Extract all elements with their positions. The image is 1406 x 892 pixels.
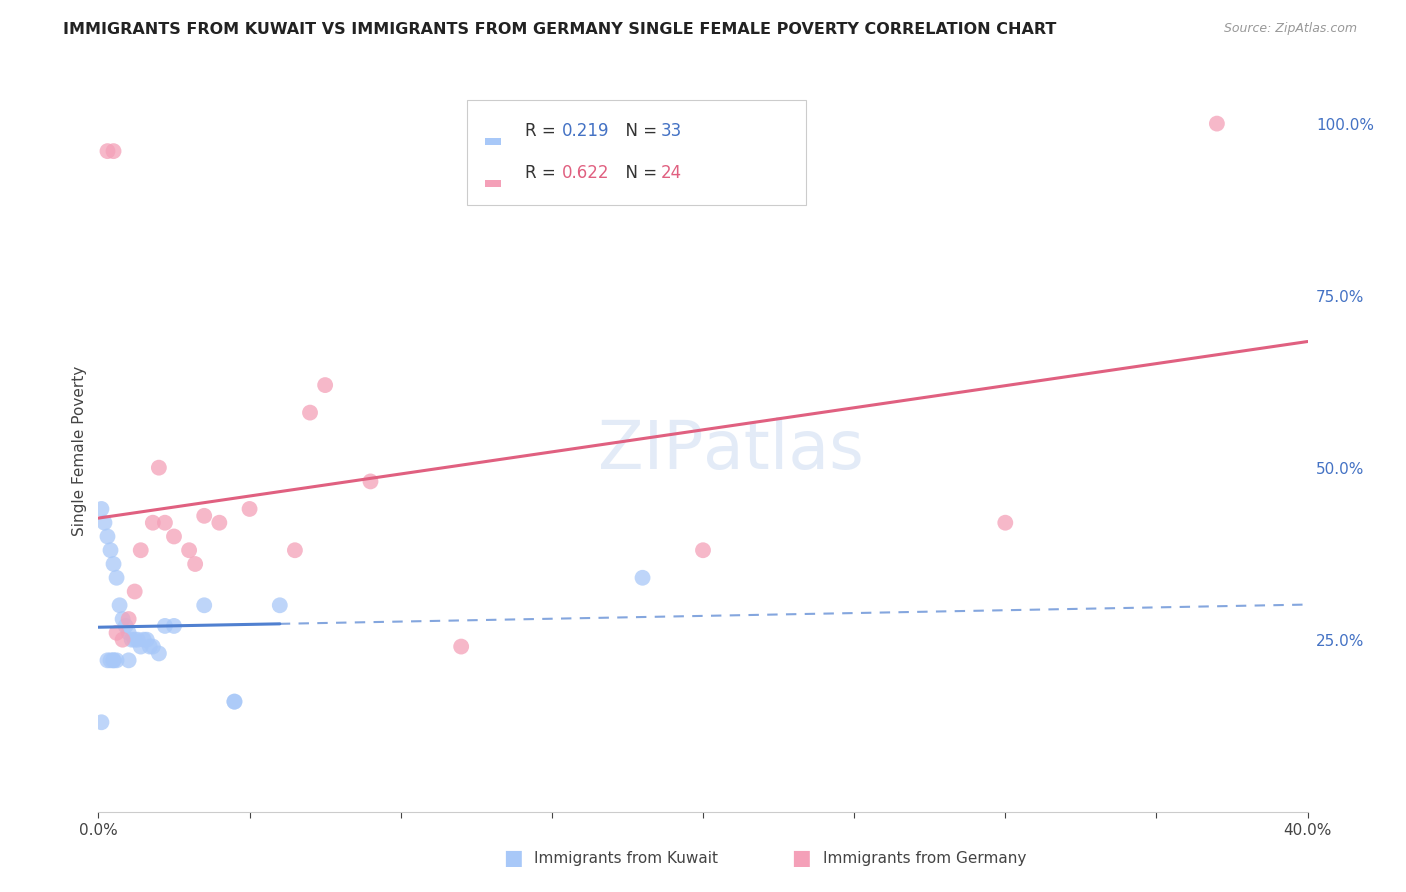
Text: Immigrants from Germany: Immigrants from Germany [823,851,1026,865]
Point [269,599,291,613]
Point [129,543,152,558]
Point [96,653,118,667]
Point [93,516,115,530]
Point [631,571,654,585]
Text: N =: N = [614,164,662,182]
Point [153,516,176,530]
Text: 24: 24 [661,164,682,182]
Text: ■: ■ [792,848,811,868]
Point [193,599,215,613]
Point [179,543,201,558]
Point [103,557,125,571]
Point [103,653,125,667]
Text: 0.622: 0.622 [561,164,609,182]
Text: 0.219: 0.219 [561,122,609,140]
Text: atlas: atlas [703,417,863,483]
Point [100,543,122,558]
Text: R =: R = [526,122,561,140]
Point [90,715,112,730]
Point [142,516,165,530]
Point [692,543,714,558]
FancyBboxPatch shape [485,179,501,186]
FancyBboxPatch shape [467,100,806,205]
Point [90,502,112,516]
Text: 33: 33 [661,122,682,140]
Point [100,653,122,667]
Point [96,529,118,543]
Point [103,144,125,158]
FancyBboxPatch shape [485,137,501,145]
Point [314,378,336,392]
Point [284,543,307,558]
Point [124,584,146,599]
Point [153,619,176,633]
Point [103,653,125,667]
Point [994,516,1017,530]
Point [127,632,149,647]
Text: ZIP: ZIP [598,417,703,483]
Y-axis label: Single Female Poverty: Single Female Poverty [72,366,87,535]
Point [129,640,152,654]
Text: Immigrants from Kuwait: Immigrants from Kuwait [534,851,718,865]
Point [105,653,128,667]
Point [148,647,170,661]
Point [111,632,134,647]
Point [118,612,141,626]
Point [360,475,382,489]
Point [184,557,207,571]
Point [142,640,165,654]
Point [105,625,128,640]
Point [224,695,246,709]
Point [135,632,157,647]
Point [118,625,141,640]
Point [163,529,186,543]
Point [118,653,141,667]
Point [239,502,262,516]
Point [105,571,128,585]
Point [193,508,215,523]
Point [163,619,186,633]
Point [111,612,134,626]
Point [224,695,246,709]
Text: Source: ZipAtlas.com: Source: ZipAtlas.com [1223,22,1357,36]
Point [121,632,143,647]
Point [96,144,118,158]
Text: IMMIGRANTS FROM KUWAIT VS IMMIGRANTS FROM GERMANY SINGLE FEMALE POVERTY CORRELAT: IMMIGRANTS FROM KUWAIT VS IMMIGRANTS FRO… [63,22,1057,37]
Point [148,460,170,475]
Point [208,516,231,530]
Point [108,599,131,613]
Text: ■: ■ [503,848,523,868]
Point [114,619,136,633]
Point [124,632,146,647]
Point [139,640,162,654]
Point [1206,117,1229,131]
Text: N =: N = [614,122,662,140]
Text: R =: R = [526,164,561,182]
Point [132,632,155,647]
Point [450,640,472,654]
Point [299,406,322,420]
